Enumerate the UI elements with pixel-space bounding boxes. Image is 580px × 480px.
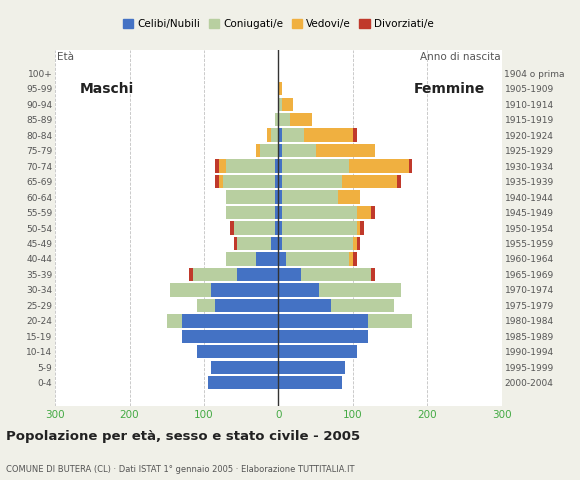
Bar: [226, 159, 275, 173]
Bar: [357, 237, 360, 250]
Bar: [304, 129, 353, 142]
Bar: [300, 268, 371, 281]
Legend: Celibi/Nubili, Coniugati/e, Vedovi/e, Divorziati/e: Celibi/Nubili, Coniugati/e, Vedovi/e, Di…: [119, 15, 438, 33]
Bar: [409, 159, 412, 173]
Bar: [349, 252, 353, 265]
Bar: [197, 299, 215, 312]
Bar: [282, 129, 304, 142]
Bar: [371, 268, 375, 281]
Bar: [282, 175, 342, 188]
Bar: [211, 361, 278, 374]
Bar: [282, 191, 338, 204]
Bar: [320, 283, 401, 297]
Bar: [278, 376, 342, 389]
Bar: [349, 159, 409, 173]
Bar: [219, 159, 226, 173]
Text: Popolazione per età, sesso e stato civile - 2005: Popolazione per età, sesso e stato civil…: [6, 430, 360, 443]
Bar: [167, 314, 182, 327]
Bar: [278, 97, 282, 111]
Bar: [282, 144, 316, 157]
Bar: [226, 252, 256, 265]
Bar: [289, 113, 312, 126]
Text: Età: Età: [57, 52, 74, 62]
Bar: [278, 237, 282, 250]
Bar: [193, 268, 237, 281]
Bar: [357, 206, 371, 219]
Text: Maschi: Maschi: [80, 82, 135, 96]
Bar: [208, 376, 278, 389]
Bar: [234, 221, 275, 235]
Bar: [286, 252, 349, 265]
Bar: [353, 252, 357, 265]
Bar: [237, 237, 271, 250]
Bar: [371, 206, 375, 219]
Bar: [182, 330, 278, 343]
Bar: [275, 159, 278, 173]
Bar: [237, 268, 278, 281]
Bar: [256, 252, 278, 265]
Text: Anno di nascita: Anno di nascita: [419, 52, 500, 62]
Bar: [215, 175, 219, 188]
Bar: [397, 175, 401, 188]
Bar: [357, 221, 360, 235]
Bar: [260, 144, 278, 157]
Bar: [275, 175, 278, 188]
Text: Femmine: Femmine: [414, 82, 485, 96]
Bar: [282, 237, 353, 250]
Bar: [275, 206, 278, 219]
Bar: [360, 221, 364, 235]
Bar: [316, 144, 375, 157]
Bar: [282, 206, 357, 219]
Bar: [189, 268, 193, 281]
Bar: [171, 283, 211, 297]
Bar: [278, 175, 282, 188]
Bar: [368, 314, 412, 327]
Bar: [271, 237, 278, 250]
Bar: [353, 237, 357, 250]
Bar: [282, 221, 357, 235]
Bar: [234, 237, 237, 250]
Bar: [278, 191, 282, 204]
Bar: [278, 314, 368, 327]
Bar: [223, 175, 275, 188]
Bar: [215, 299, 278, 312]
Bar: [275, 221, 278, 235]
Bar: [256, 144, 260, 157]
Bar: [342, 175, 397, 188]
Bar: [267, 129, 271, 142]
Bar: [230, 221, 234, 235]
Bar: [331, 299, 394, 312]
Bar: [271, 129, 278, 142]
Bar: [275, 113, 278, 126]
Text: COMUNE DI BUTERA (CL) · Dati ISTAT 1° gennaio 2005 · Elaborazione TUTTITALIA.IT: COMUNE DI BUTERA (CL) · Dati ISTAT 1° ge…: [6, 465, 354, 474]
Bar: [278, 206, 282, 219]
Bar: [226, 206, 275, 219]
Bar: [282, 159, 349, 173]
Bar: [278, 113, 289, 126]
Bar: [278, 268, 300, 281]
Bar: [226, 191, 275, 204]
Bar: [278, 330, 368, 343]
Bar: [278, 129, 282, 142]
Bar: [275, 191, 278, 204]
Bar: [278, 82, 282, 95]
Bar: [338, 191, 360, 204]
Bar: [219, 175, 223, 188]
Bar: [182, 314, 278, 327]
Bar: [278, 221, 282, 235]
Bar: [278, 252, 286, 265]
Bar: [278, 361, 345, 374]
Bar: [278, 283, 320, 297]
Bar: [215, 159, 219, 173]
Bar: [282, 97, 293, 111]
Bar: [278, 144, 282, 157]
Bar: [353, 129, 357, 142]
Bar: [278, 345, 357, 359]
Bar: [211, 283, 278, 297]
Bar: [278, 299, 331, 312]
Bar: [278, 159, 282, 173]
Bar: [197, 345, 278, 359]
